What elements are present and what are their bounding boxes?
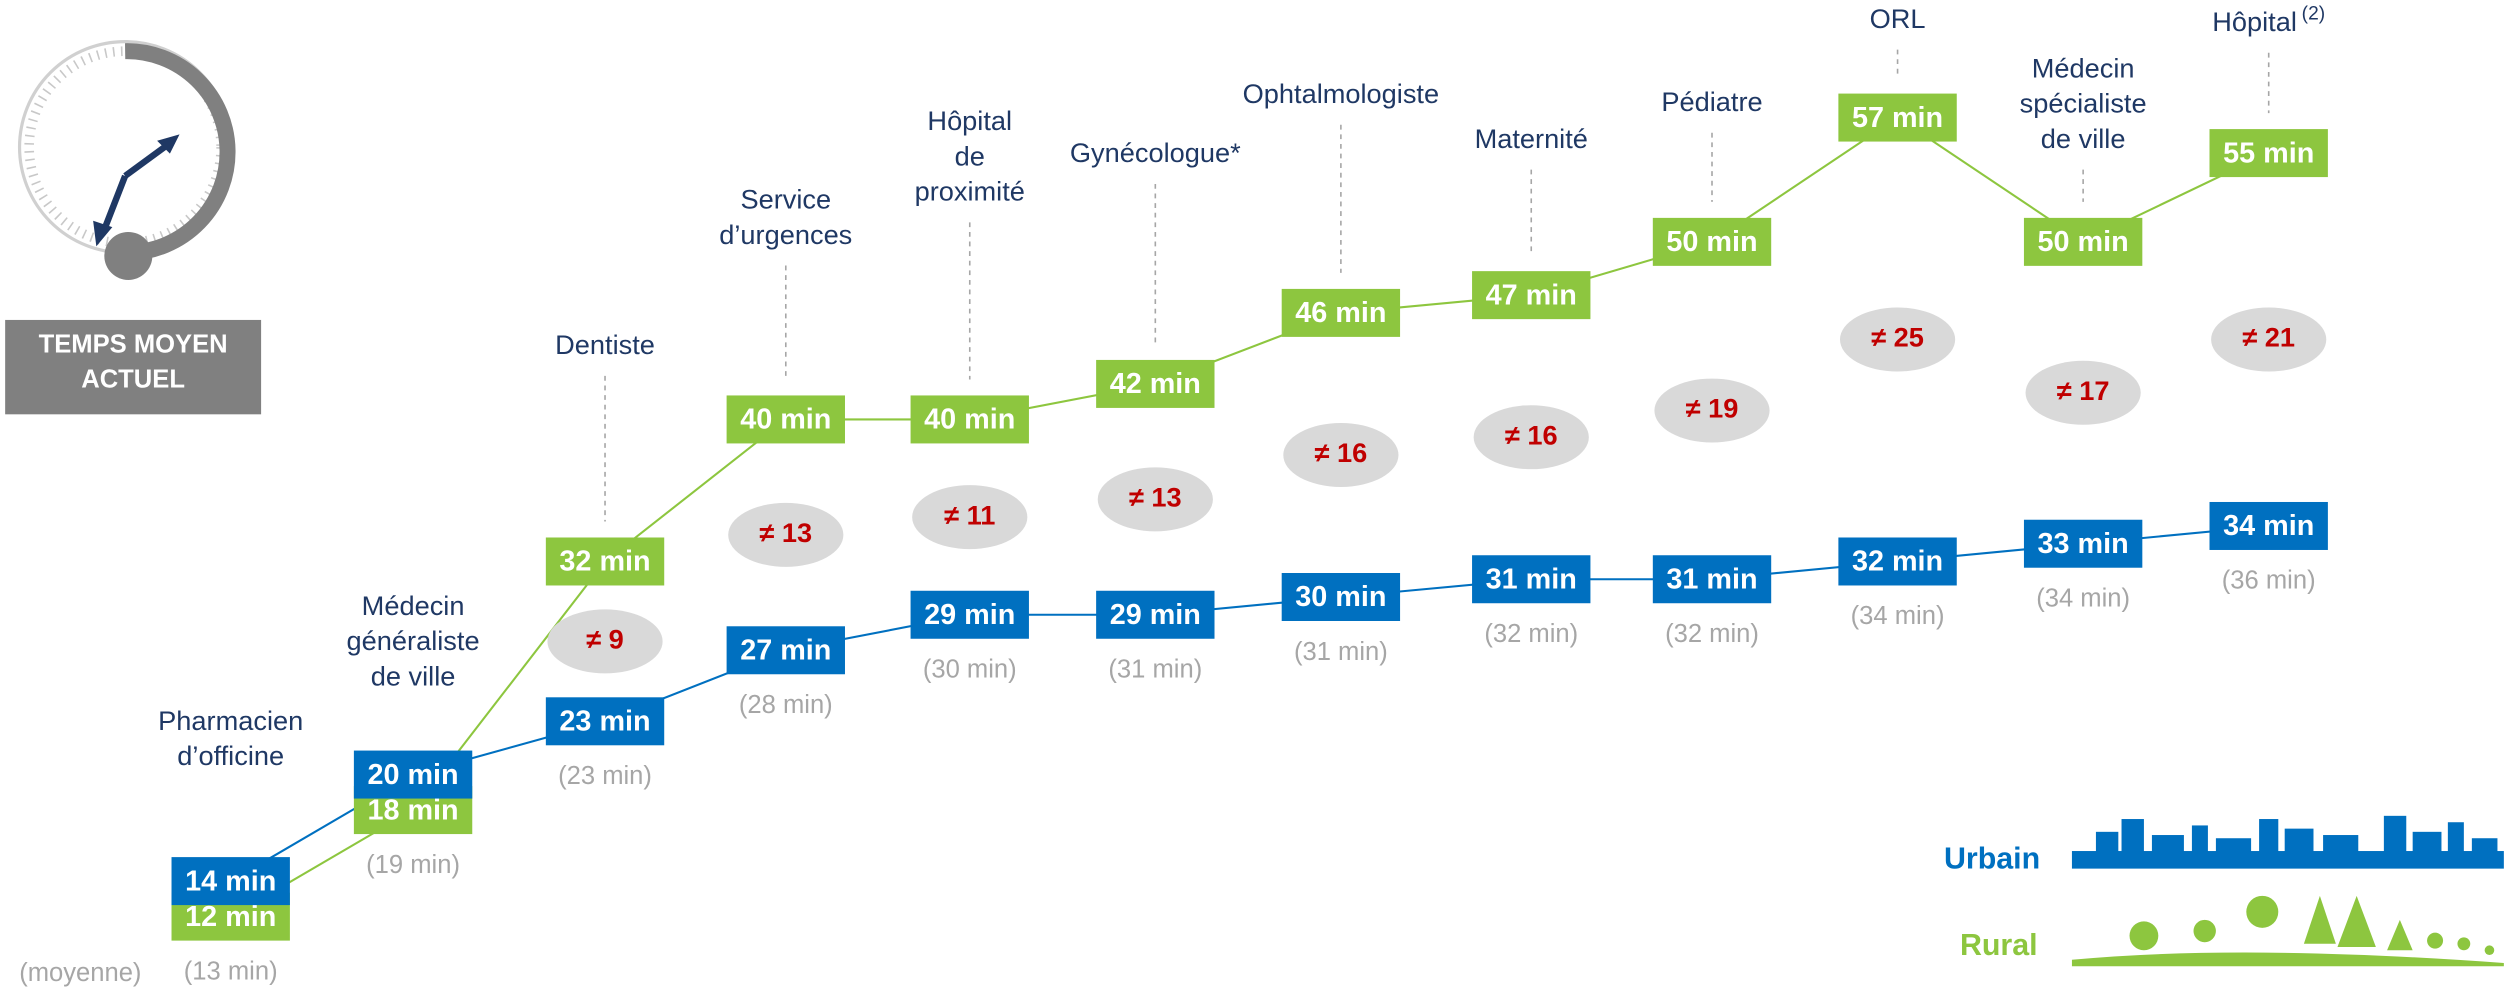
value-label: 34 min — [2223, 510, 2314, 542]
average-label: (36 min) — [2222, 567, 2316, 595]
average-label: (34 min) — [1851, 602, 1945, 630]
difference-label: ≠ 9 — [586, 624, 624, 655]
value-label: 40 min — [740, 404, 831, 436]
badge-text: ACTUEL — [81, 365, 185, 393]
category-text: Gynécologue* — [1070, 137, 1241, 168]
average-label: (31 min) — [1108, 656, 1202, 684]
category-text: d’urgences — [719, 219, 852, 250]
value-label: 40 min — [924, 404, 1015, 436]
difference-label: ≠ 17 — [2057, 375, 2110, 406]
category-label: de ville — [2041, 123, 2126, 154]
average-label: (23 min) — [558, 762, 652, 790]
category-text: Ophtalmologiste — [1243, 78, 1439, 109]
value-label: 30 min — [1295, 581, 1386, 613]
category-text: spécialiste — [2020, 88, 2147, 119]
category-text: généraliste — [347, 625, 480, 656]
average-label: (32 min) — [1484, 620, 1578, 648]
category-note: (2) — [2302, 3, 2325, 24]
legend-label: Urbain — [1944, 842, 2040, 876]
difference-label: ≠ 25 — [1871, 322, 1924, 353]
average-label: (30 min) — [923, 656, 1017, 684]
category-text: Hôpital — [927, 105, 1012, 136]
value-label: 31 min — [1666, 563, 1757, 595]
value-label: 50 min — [2038, 226, 2129, 258]
value-label: 50 min — [1666, 226, 1757, 258]
value-label: 29 min — [924, 599, 1015, 631]
value-label: 46 min — [1295, 297, 1386, 329]
average-label: (13 min) — [184, 957, 278, 985]
category-label: Service — [740, 184, 831, 215]
category-text: Dentiste — [555, 329, 655, 360]
difference-label: ≠ 19 — [1686, 393, 1739, 424]
category-text: d’officine — [177, 740, 284, 771]
category-text: Service — [740, 184, 831, 215]
difference-label: ≠ 21 — [2242, 322, 2295, 353]
category-text: de — [955, 141, 985, 172]
category-label: Médecin — [2032, 53, 2135, 84]
category-text: Maternité — [1475, 123, 1588, 154]
value-label: 14 min — [185, 865, 276, 897]
value-label: 57 min — [1852, 102, 1943, 134]
category-text: Hôpital — [2212, 6, 2297, 37]
value-label: 12 min — [185, 901, 276, 933]
stopwatch-icon — [20, 42, 231, 280]
value-label: 29 min — [1110, 599, 1201, 631]
average-label: (28 min) — [739, 691, 833, 719]
category-label: Hôpital — [927, 105, 1012, 136]
category-label: Maternité — [1475, 123, 1588, 154]
category-label: de — [955, 141, 985, 172]
category-label: proximité — [915, 176, 1025, 207]
difference-label: ≠ 11 — [944, 499, 995, 530]
chart: TEMPS MOYEN ACTUEL (moyenne) Urbain Rura… — [0, 0, 2509, 995]
category-text: Médecin — [2032, 53, 2135, 84]
badge-text: TEMPS MOYEN — [39, 330, 228, 358]
value-label: 33 min — [2038, 528, 2129, 560]
category-label: généraliste — [347, 625, 480, 656]
category-label: spécialiste — [2020, 88, 2147, 119]
average-label: (19 min) — [366, 851, 460, 879]
city-skyline — [2072, 816, 2504, 869]
value-label: 32 min — [1852, 546, 1943, 578]
difference-label: ≠ 13 — [759, 517, 812, 548]
average-label: (34 min) — [2036, 584, 2130, 612]
series-line — [231, 118, 2269, 917]
value-label: 27 min — [740, 634, 831, 666]
value-label: 20 min — [367, 759, 458, 791]
value-label: 32 min — [559, 546, 650, 578]
category-label: ORL — [1870, 3, 1926, 34]
legend-label: Rural — [1960, 928, 2038, 962]
value-label: 47 min — [1486, 279, 1577, 311]
difference-label: ≠ 16 — [1315, 437, 1368, 468]
value-label: 42 min — [1110, 368, 1201, 400]
value-label: 31 min — [1486, 563, 1577, 595]
value-label: 18 min — [367, 794, 458, 826]
difference-label: ≠ 13 — [1129, 482, 1182, 513]
value-label: 23 min — [559, 706, 650, 738]
category-text: de ville — [371, 660, 456, 691]
category-label: Dentiste — [555, 329, 655, 360]
category-text: Pharmacien — [158, 705, 303, 736]
category-text: Pédiatre — [1661, 86, 1762, 117]
trees — [2072, 896, 2504, 966]
category-label: Gynécologue* — [1070, 137, 1241, 168]
category-label: Ophtalmologiste — [1243, 78, 1439, 109]
average-label: (32 min) — [1665, 620, 1759, 648]
category-text: Médecin — [362, 590, 465, 621]
category-label: Hôpital(2) — [2212, 3, 2325, 37]
average-label: (31 min) — [1294, 638, 1388, 666]
difference-label: ≠ 16 — [1505, 419, 1558, 450]
category-text: ORL — [1870, 3, 1926, 34]
category-label: d’officine — [177, 740, 284, 771]
category-label: d’urgences — [719, 219, 852, 250]
average-caption: (moyenne) — [19, 959, 141, 987]
category-label: de ville — [371, 660, 456, 691]
category-label: Médecin — [362, 590, 465, 621]
category-text: de ville — [2041, 123, 2126, 154]
category-label: Pédiatre — [1661, 86, 1762, 117]
category-label: Pharmacien — [158, 705, 303, 736]
series-line — [231, 526, 2269, 881]
value-label: 55 min — [2223, 137, 2314, 169]
category-text: proximité — [915, 176, 1025, 207]
